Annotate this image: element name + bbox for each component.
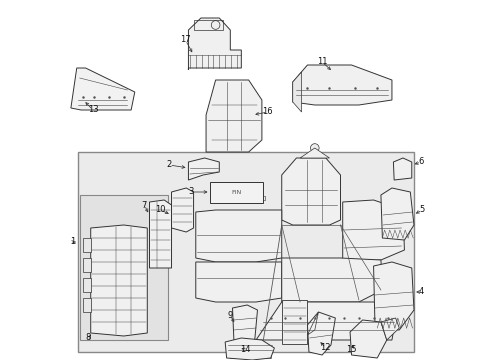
Polygon shape: [71, 68, 135, 110]
Bar: [391, 238, 398, 242]
Text: 16: 16: [263, 108, 273, 117]
Text: 1: 1: [70, 238, 75, 247]
Text: 10: 10: [155, 206, 166, 215]
Polygon shape: [211, 182, 263, 203]
Bar: [365, 238, 371, 242]
Text: 4: 4: [418, 288, 424, 297]
Polygon shape: [196, 210, 282, 262]
Bar: [233, 196, 238, 200]
Polygon shape: [83, 238, 91, 252]
Text: 11: 11: [317, 58, 327, 67]
Bar: [236, 287, 242, 290]
Polygon shape: [149, 200, 171, 268]
Bar: [289, 287, 295, 290]
Polygon shape: [91, 225, 147, 336]
Bar: [247, 287, 253, 290]
Text: 6: 6: [418, 157, 424, 166]
Polygon shape: [293, 65, 392, 105]
Polygon shape: [393, 158, 412, 180]
Bar: [266, 354, 270, 358]
Circle shape: [311, 144, 319, 152]
Bar: [368, 287, 375, 290]
Polygon shape: [381, 318, 399, 340]
Polygon shape: [343, 200, 404, 260]
Text: 13: 13: [88, 105, 98, 114]
Bar: [257, 238, 265, 242]
Text: 12: 12: [320, 343, 331, 352]
Bar: [270, 238, 278, 242]
Bar: [245, 238, 251, 242]
Bar: [248, 354, 253, 358]
Polygon shape: [206, 80, 262, 152]
Bar: [378, 238, 385, 242]
Polygon shape: [293, 72, 301, 112]
Bar: [316, 287, 322, 290]
Text: 17: 17: [180, 36, 191, 45]
Text: 2: 2: [167, 161, 172, 170]
Polygon shape: [196, 262, 282, 302]
Bar: [351, 238, 358, 242]
Polygon shape: [350, 320, 387, 358]
Polygon shape: [373, 262, 414, 330]
Bar: [239, 354, 244, 358]
Bar: [224, 196, 229, 200]
Polygon shape: [189, 18, 242, 70]
Text: 14: 14: [241, 346, 251, 355]
Polygon shape: [307, 312, 335, 355]
Polygon shape: [225, 338, 274, 360]
Bar: [203, 287, 209, 290]
Bar: [329, 287, 335, 290]
Bar: [231, 238, 238, 242]
Text: 8: 8: [86, 333, 91, 342]
Text: 15: 15: [346, 346, 357, 355]
Polygon shape: [282, 158, 341, 225]
Bar: [225, 287, 231, 290]
Bar: [342, 287, 348, 290]
Bar: [355, 287, 362, 290]
Polygon shape: [83, 278, 91, 292]
Polygon shape: [282, 258, 382, 302]
Polygon shape: [172, 188, 194, 232]
Polygon shape: [300, 148, 329, 158]
Bar: [214, 287, 220, 290]
Bar: [216, 196, 220, 200]
Bar: [218, 238, 225, 242]
Text: 9: 9: [228, 310, 233, 320]
Text: 5: 5: [419, 206, 425, 215]
Text: FIN: FIN: [232, 189, 242, 194]
Polygon shape: [83, 298, 91, 312]
Bar: [230, 354, 235, 358]
Bar: [257, 354, 262, 358]
Polygon shape: [233, 305, 257, 342]
Bar: [269, 287, 275, 290]
Polygon shape: [381, 188, 414, 240]
Polygon shape: [282, 300, 307, 344]
Bar: [78, 152, 414, 352]
Bar: [251, 196, 256, 200]
Circle shape: [361, 331, 379, 349]
Bar: [205, 238, 212, 242]
Text: 3: 3: [189, 188, 194, 197]
Bar: [242, 196, 247, 200]
Polygon shape: [256, 302, 397, 340]
Text: 7: 7: [142, 201, 147, 210]
Bar: [258, 287, 264, 290]
Bar: [302, 287, 309, 290]
Polygon shape: [83, 258, 91, 272]
Polygon shape: [189, 158, 220, 180]
Bar: [80, 195, 168, 340]
Bar: [260, 196, 265, 200]
